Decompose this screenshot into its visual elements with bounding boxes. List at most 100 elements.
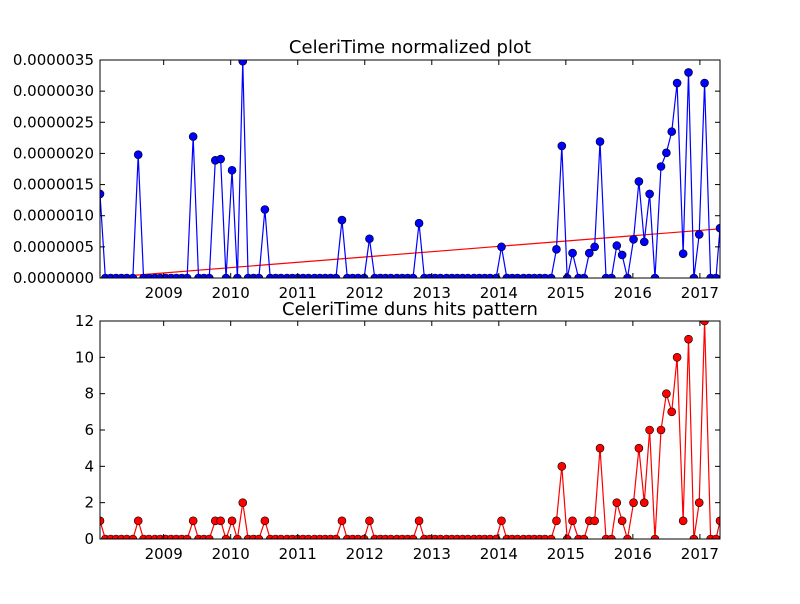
data-point	[238, 498, 248, 507]
data-point	[546, 534, 556, 539]
y-tick-label: 4	[84, 457, 94, 475]
data-point	[617, 250, 627, 260]
data-point	[188, 516, 198, 526]
data-point	[711, 534, 720, 539]
data-point	[128, 534, 138, 539]
data-point	[689, 273, 699, 278]
data-point	[557, 462, 567, 471]
data-point	[216, 154, 225, 164]
data-point	[678, 516, 688, 526]
data-point	[634, 177, 644, 186]
x-tick-label: 2014	[480, 284, 518, 302]
x-tick-label: 2011	[279, 545, 317, 563]
data-point	[667, 407, 677, 417]
data-point	[629, 235, 638, 244]
x-tick-label: 2015	[547, 284, 585, 302]
y-tick-label: 0.0000010	[13, 207, 94, 225]
data-point	[595, 137, 605, 146]
data-point	[557, 141, 567, 151]
data-point	[254, 534, 264, 539]
data-point	[562, 534, 572, 539]
data-point	[552, 245, 561, 254]
data-point	[238, 60, 248, 66]
data-point	[497, 516, 506, 526]
data-point	[552, 516, 561, 526]
chart-normalized-plot: 2009 2010 2011 2012 2013 2014 2015 2016 2017 0.00…	[13, 51, 721, 302]
x-tick-label: 2013	[413, 284, 451, 302]
x-tick-label: 2017	[681, 545, 719, 563]
data-point	[568, 248, 577, 258]
data-point	[133, 150, 143, 159]
x-tick-label: 2012	[346, 284, 384, 302]
x-tick-label: 2013	[413, 545, 451, 563]
data-point	[331, 534, 341, 539]
data-point	[662, 148, 671, 158]
data-point	[711, 273, 720, 278]
data-point	[672, 353, 682, 362]
chart-title: CeleriTime duns hits pattern	[282, 299, 538, 320]
data-point	[221, 534, 231, 539]
x-tick-label: 2009	[145, 284, 183, 302]
data-point	[128, 273, 138, 278]
plot-content	[100, 60, 720, 278]
x-tick-label: 2012	[346, 545, 384, 563]
x-tick-label: 2011	[279, 284, 317, 302]
data-point	[365, 516, 374, 526]
data-point	[629, 498, 638, 507]
data-point	[337, 215, 347, 225]
data-point	[700, 78, 709, 88]
data-point	[656, 425, 666, 435]
data-point	[684, 334, 693, 344]
data-point	[590, 242, 599, 252]
data-point	[182, 273, 192, 278]
data-point	[667, 127, 677, 136]
x-tick-label: 2009	[145, 545, 183, 563]
data-point	[639, 237, 649, 247]
data-point	[546, 273, 556, 278]
y-tick-label: 0.0000030	[13, 82, 94, 100]
data-point	[634, 443, 644, 453]
data-point	[656, 162, 666, 171]
data-point	[331, 273, 341, 278]
y-tick-label: 0.0000035	[13, 51, 94, 69]
x-tick-label: 2016	[614, 545, 652, 563]
data-point	[408, 273, 418, 278]
data-point	[715, 223, 720, 233]
x-tick-label: 2014	[480, 545, 518, 563]
data-point	[497, 242, 506, 252]
data-point	[694, 498, 704, 507]
data-point	[491, 273, 501, 278]
data-point	[612, 241, 622, 250]
data-point	[579, 534, 589, 539]
x-tick-label: 2010	[212, 284, 250, 302]
data-point	[204, 273, 214, 278]
data-point	[254, 273, 264, 278]
data-point	[678, 249, 688, 259]
data-point	[650, 534, 660, 539]
data-point	[662, 389, 671, 398]
y-tick-label: 0.0000020	[13, 144, 94, 162]
data-point	[204, 534, 214, 539]
data-point	[408, 534, 418, 539]
data-point	[650, 273, 660, 278]
data-point	[227, 165, 237, 175]
y-tick-label: 2	[84, 494, 94, 512]
x-tick-label: 2010	[212, 545, 250, 563]
data-point	[100, 516, 105, 526]
y-tick-label: 0	[84, 530, 94, 548]
data-point	[188, 132, 198, 141]
data-point	[260, 205, 270, 214]
data-point	[568, 516, 577, 526]
data-point	[182, 534, 192, 539]
plot-area	[100, 321, 720, 539]
data-point	[672, 78, 682, 88]
y-tick-label: 8	[84, 385, 94, 403]
data-point	[639, 498, 649, 507]
y-tick-label: 0.0000000	[13, 269, 94, 287]
data-point	[607, 534, 616, 539]
data-point	[612, 498, 622, 507]
data-point	[595, 443, 605, 453]
data-point	[562, 273, 572, 278]
